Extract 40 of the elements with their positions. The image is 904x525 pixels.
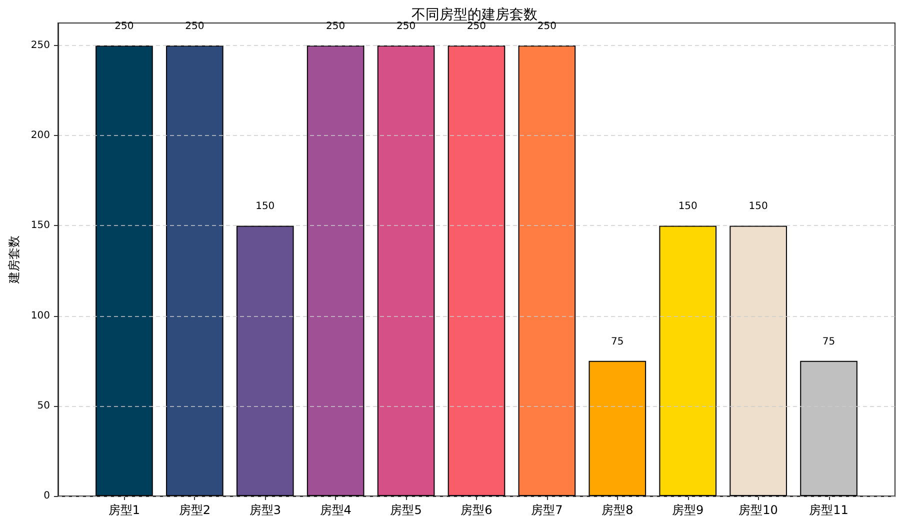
y-tick-label: 50 [37, 400, 50, 412]
x-tick-label: 房型8 [602, 503, 634, 517]
bar [96, 46, 153, 496]
chart-title: 不同房型的建房套数 [412, 7, 538, 23]
x-tick-label: 房型4 [320, 503, 352, 517]
data-label: 75 [822, 336, 836, 348]
data-label: 250 [537, 21, 556, 32]
bar [448, 46, 506, 496]
data-label: 75 [611, 336, 624, 348]
y-tick-label: 250 [30, 40, 50, 52]
x-tick-label: 房型7 [531, 503, 563, 517]
bar [377, 46, 435, 496]
bar [166, 46, 224, 496]
bar [518, 46, 576, 496]
data-label: 250 [466, 21, 486, 32]
data-label: 250 [114, 21, 134, 32]
data-label: 250 [396, 21, 416, 32]
bar [306, 46, 364, 496]
bar [236, 226, 294, 496]
x-tick-label: 房型1 [108, 503, 140, 517]
x-tick-label: 房型3 [249, 503, 281, 517]
y-tick-label: 0 [44, 490, 50, 502]
x-tick-label: 房型10 [738, 503, 778, 517]
data-label: 150 [748, 201, 768, 212]
data-label: 150 [256, 201, 275, 212]
y-tick-label: 150 [30, 220, 50, 232]
x-tick-label: 房型9 [672, 503, 704, 517]
x-tick-label: 房型6 [460, 503, 492, 517]
data-label: 250 [185, 21, 204, 32]
bar [659, 226, 717, 496]
y-tick-label: 200 [30, 130, 50, 142]
data-label: 150 [678, 201, 698, 212]
bar [730, 226, 787, 496]
y-axis-title: 建房套数 [7, 236, 21, 284]
y-tick-label: 100 [30, 310, 50, 322]
x-tick-label: 房型5 [390, 503, 422, 517]
x-tick-label: 房型11 [809, 503, 848, 517]
x-tick-label: 房型2 [178, 503, 210, 517]
data-label: 250 [326, 21, 346, 32]
bar [588, 360, 646, 496]
